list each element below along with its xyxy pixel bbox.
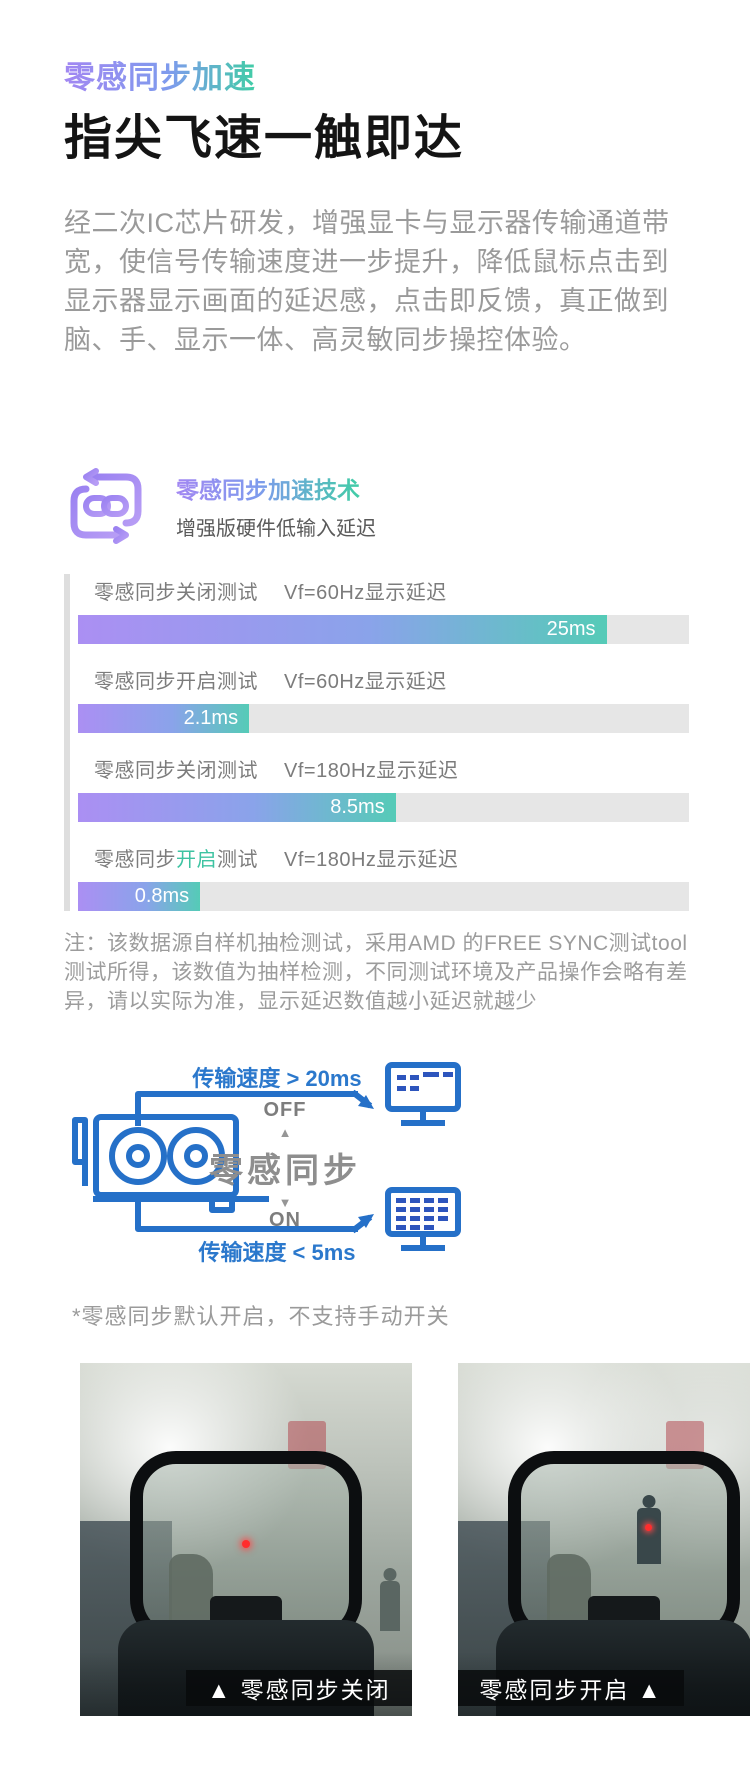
caption-sync-off: ▲ 零感同步关闭: [186, 1670, 412, 1707]
sync-flow-diagram: 传输速度 > 20ms OFF ▲ 零感同步 ▼ ON 传输速度 < 5ms: [62, 1037, 502, 1289]
chart-row-label: 零感同步开启测试 Vf=60Hz显示延迟: [94, 665, 694, 694]
test-name-highlight: 开启: [176, 849, 217, 872]
test-condition: Vf=60Hz显示延迟: [284, 671, 447, 694]
feature-text: 零感同步加速技术 增强版硬件低输入延迟: [176, 471, 376, 541]
up-triangle-icon: ▲: [278, 1125, 292, 1141]
chart-row-label: 零感同步关闭测试 Vf=180Hz显示延迟: [94, 754, 694, 783]
test-condition: Vf=180Hz显示延迟: [284, 849, 459, 872]
enemy-silhouette: [380, 1581, 400, 1632]
intro-paragraph: 经二次IC芯片研发，增强显卡与显示器传输通道带宽，使信号传输速度进一步提升，降低…: [64, 208, 670, 356]
top-arrowhead: [358, 1095, 374, 1110]
page-title: 指尖飞速一触即达: [64, 112, 465, 165]
test-condition: Vf=180Hz显示延迟: [284, 760, 459, 783]
screenshot-sync-on: 零感同步开启 ▲: [458, 1363, 750, 1717]
bar-fill: 2.1ms: [78, 704, 250, 734]
bottom-arrowhead: [358, 1214, 374, 1229]
off-label: OFF: [263, 1099, 307, 1122]
on-label: ON: [269, 1209, 301, 1232]
chair-silhouette: [547, 1554, 591, 1627]
sync-link-icon: [70, 468, 142, 545]
section-eyebrow: 零感同步加速: [64, 52, 256, 97]
bar-value: 25ms: [546, 618, 596, 641]
bar-value: 2.1ms: [183, 707, 239, 730]
test-name: 零感同步关闭测试: [94, 582, 258, 605]
bar-fill: 0.8ms: [78, 882, 201, 912]
test-name: 零感同步关闭测试: [94, 760, 258, 783]
monitor-partial-frame-icon: [385, 1062, 461, 1127]
caption-sync-on: 零感同步开启 ▲: [458, 1670, 684, 1707]
test-name: 零感同步: [94, 849, 176, 872]
chart-row: 零感同步关闭测试 Vf=60Hz显示延迟 25ms: [78, 576, 694, 645]
bar-fill: 25ms: [78, 615, 607, 645]
test-name-post: 测试: [217, 849, 258, 872]
bar-value: 0.8ms: [134, 885, 190, 908]
chair-silhouette: [169, 1554, 213, 1627]
feature-heading: 零感同步加速技术 增强版硬件低输入延迟: [64, 468, 694, 545]
test-condition: Vf=60Hz显示延迟: [284, 582, 447, 605]
bar-track: 2.1ms: [78, 704, 689, 734]
diagram-footnote: *零感同步默认开启，不支持手动开关: [72, 1304, 450, 1330]
chart-row-label: 零感同步开启测试 Vf=180Hz显示延迟: [94, 843, 694, 872]
chart-row: 零感同步关闭测试 Vf=180Hz显示延迟 8.5ms: [78, 754, 694, 823]
diagram-center-column: OFF ▲ 零感同步 ▼ ON: [160, 1099, 410, 1232]
chart-row: 零感同步开启测试 Vf=60Hz显示延迟 2.1ms: [78, 665, 694, 734]
feature-title: 零感同步加速技术: [176, 471, 360, 505]
bar-track: 25ms: [78, 615, 689, 645]
red-dot: [645, 1524, 652, 1532]
bottom-connection-line: [135, 1196, 358, 1233]
bar-value: 8.5ms: [330, 796, 385, 819]
diagram-graphics: [72, 1062, 461, 1252]
down-triangle-icon: ▼: [278, 1195, 292, 1211]
bar-fill: 8.5ms: [78, 793, 396, 823]
chart-disclaimer: 注：该数据源自样机抽检测试，采用AMD 的FREE SYNC测试tool测试所得…: [64, 932, 688, 1014]
enemy-in-sight: [637, 1508, 661, 1565]
bottom-speed-label: 传输速度 < 5ms: [198, 1240, 356, 1266]
comparison-screenshots: ▲ 零感同步关闭 零感同步开启 ▲: [40, 1347, 750, 1717]
bar-track: 0.8ms: [78, 882, 689, 912]
feature-subtitle: 增强版硬件低输入延迟: [176, 518, 376, 541]
screenshot-sync-off: ▲ 零感同步关闭: [80, 1363, 412, 1717]
chart-row: 零感同步开启测试 Vf=180Hz显示延迟 0.8ms: [78, 843, 694, 912]
monitor-partial-frame-pixels: [397, 1072, 453, 1092]
top-speed-label: 传输速度 > 20ms: [192, 1066, 362, 1092]
page-content: 零感同步加速 指尖飞速一触即达 经二次IC芯片研发，增强显卡与显示器传输通道带宽…: [62, 52, 694, 1330]
monitor-full-frame-pixels: [396, 1198, 448, 1231]
top-connection-line: [135, 1091, 358, 1127]
chart-row-label: 零感同步关闭测试 Vf=60Hz显示延迟: [94, 576, 694, 605]
bar-track: 8.5ms: [78, 793, 689, 823]
test-name: 零感同步开启测试: [94, 671, 258, 694]
red-dot: [242, 1540, 250, 1549]
latency-bar-chart: 零感同步关闭测试 Vf=60Hz显示延迟 25ms 零感同步开启测试 Vf=60Hz…: [64, 574, 694, 912]
monitor-full-frame-icon: [385, 1187, 461, 1252]
gpu-icon: [72, 1114, 269, 1214]
zero-sync-label: 零感同步: [209, 1152, 361, 1191]
